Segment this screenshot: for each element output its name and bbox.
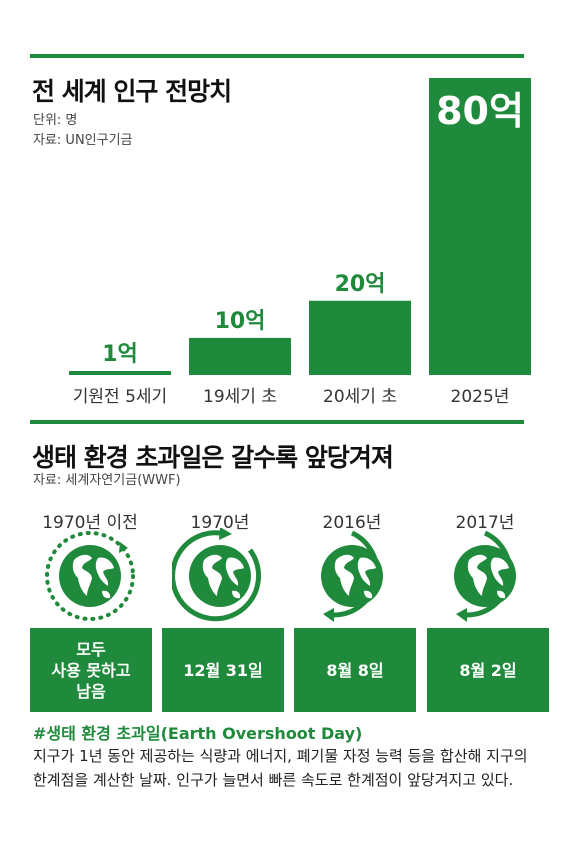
note-body: 지구가 1년 동안 제공하는 식량과 에너지, 폐기물 자정 능력 등을 합산해…	[33, 747, 528, 789]
note-title: #생태 환경 초과일(Earth Overshoot Day)	[33, 724, 363, 743]
top-rule	[30, 54, 524, 58]
year-label-3: 2016년	[322, 513, 382, 533]
year-label-2: 1970년	[190, 513, 250, 533]
overshoot-date-box-1: 모두 사용 못하고 남음	[30, 628, 152, 712]
bar-3	[309, 300, 411, 375]
overshoot-date-box-4: 8월 2일	[427, 628, 549, 712]
globe-partial-cycle-icon	[454, 530, 516, 622]
chart-source: 자료: UN인구기금	[33, 133, 133, 148]
year-label-1: 1970년 이전	[42, 513, 138, 533]
globe-full-cycle-icon	[172, 528, 262, 622]
overshoot-title: 생태 환경 초과일은 갈수록 앞당겨져	[32, 443, 394, 472]
year-label-4: 2017년	[455, 513, 515, 533]
category-label-3: 20세기 초	[323, 387, 397, 407]
chart-unit: 단위: 명	[33, 113, 78, 128]
overshoot-date-box-2: 12월 31일	[162, 628, 284, 712]
bar-value-label-1: 1억	[102, 342, 138, 367]
bar-2	[189, 337, 291, 375]
bar-value-label-4: 80억	[436, 89, 524, 133]
category-label-1: 기원전 5세기	[73, 387, 167, 407]
bar-1	[69, 371, 171, 375]
overshoot-source: 자료: 세계자연기금(WWF)	[33, 473, 181, 488]
bar-value-label-2: 10억	[215, 309, 266, 334]
category-label-2: 19세기 초	[203, 387, 277, 407]
middle-rule	[30, 420, 524, 424]
globe-dotted-cycle-icon	[45, 531, 135, 621]
overshoot-date-box-3: 8월 8일	[294, 628, 416, 712]
bar-value-label-3: 20억	[335, 272, 386, 297]
bar-4	[429, 78, 531, 375]
category-label-4: 2025년	[451, 387, 510, 407]
chart-title: 전 세계 인구 전망치	[32, 77, 232, 106]
globe-partial-cycle-icon	[321, 530, 383, 622]
